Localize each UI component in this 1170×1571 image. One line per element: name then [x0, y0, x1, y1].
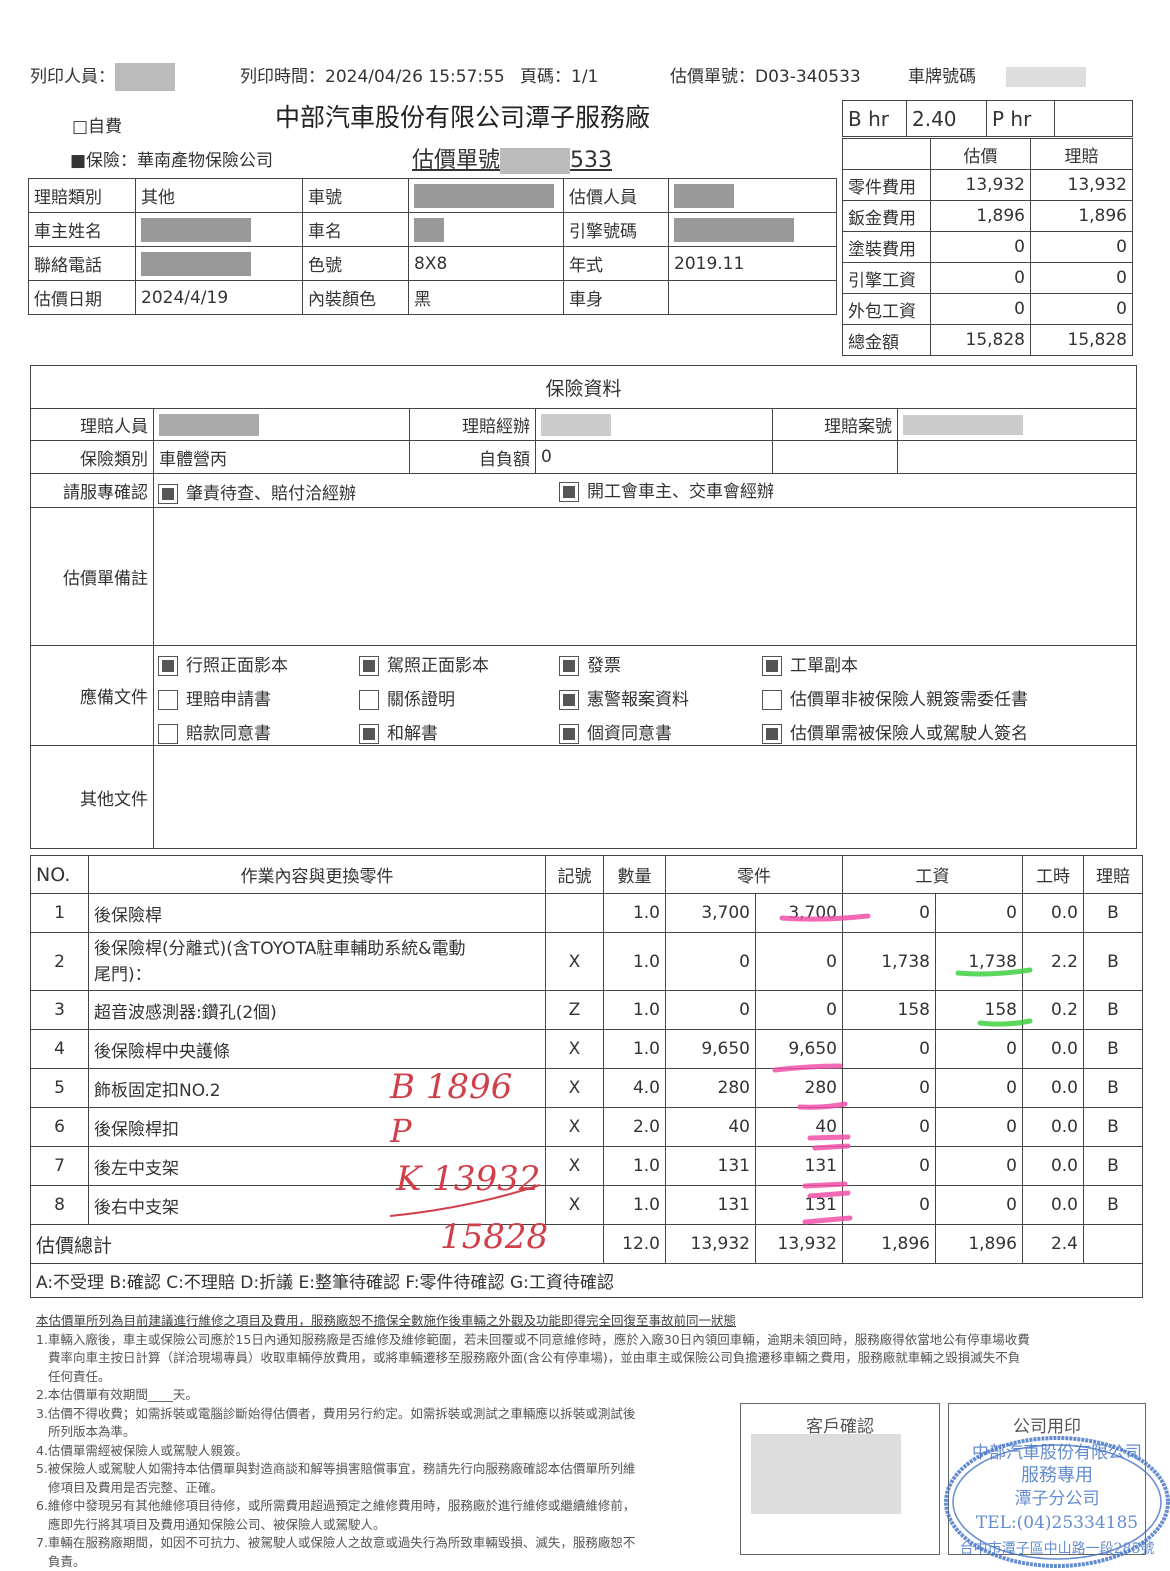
pink-highlight [782, 916, 868, 919]
handwritten-k: K 13932 [395, 1159, 540, 1199]
handwritten-p: P [389, 1112, 412, 1150]
stamp-address: 台中市潭子區中山路一段285號 [960, 1540, 1155, 1557]
company-seal-label: 公司用印 [949, 1412, 1145, 1437]
note-line: 任何責任。 [36, 1368, 1146, 1387]
green-highlight [958, 970, 1030, 974]
pink-highlight [805, 1218, 850, 1222]
stamp-branch-text: 潭子分公司 [1015, 1489, 1100, 1509]
note-line: 2.本估價單有效期間____天。 [36, 1386, 1146, 1405]
note-line: 費率向車主按日計算（詳洽現場專員）收取車輛停放費用，或將車輛遷移至服務廠外面(含… [36, 1349, 1146, 1368]
stamp-middle-text: 服務專用 [1021, 1465, 1093, 1486]
stamp-top-text: 中部汽車股份有限公司 [972, 1443, 1142, 1463]
pink-highlight [810, 1137, 848, 1148]
note-line: 1.車輛入廠後，車主或保險公司應於15日內通知服務廠是否維修及維修範圍，若未回覆… [36, 1331, 1146, 1350]
redaction [751, 1434, 901, 1514]
green-highlight [980, 1021, 1030, 1024]
pink-highlight [805, 1184, 848, 1196]
notes-heading: 本估價單所列為目前建議進行維修之項目及費用，服務廠恕不擔保全數施作後車輛之外觀及… [36, 1312, 1146, 1331]
handwritten-b: B 1896 [389, 1067, 512, 1107]
pink-highlight [800, 1104, 845, 1107]
stamp-tel: TEL:(04)25334185 [976, 1513, 1138, 1533]
company-stamp: 中部汽車股份有限公司 服務專用 潭子分公司 TEL:(04)25334185 台… [944, 1436, 1170, 1568]
customer-confirm-box[interactable]: 客戶確認 [740, 1403, 940, 1555]
handwritten-total: 15828 [440, 1217, 548, 1257]
pink-highlight [775, 1066, 840, 1070]
